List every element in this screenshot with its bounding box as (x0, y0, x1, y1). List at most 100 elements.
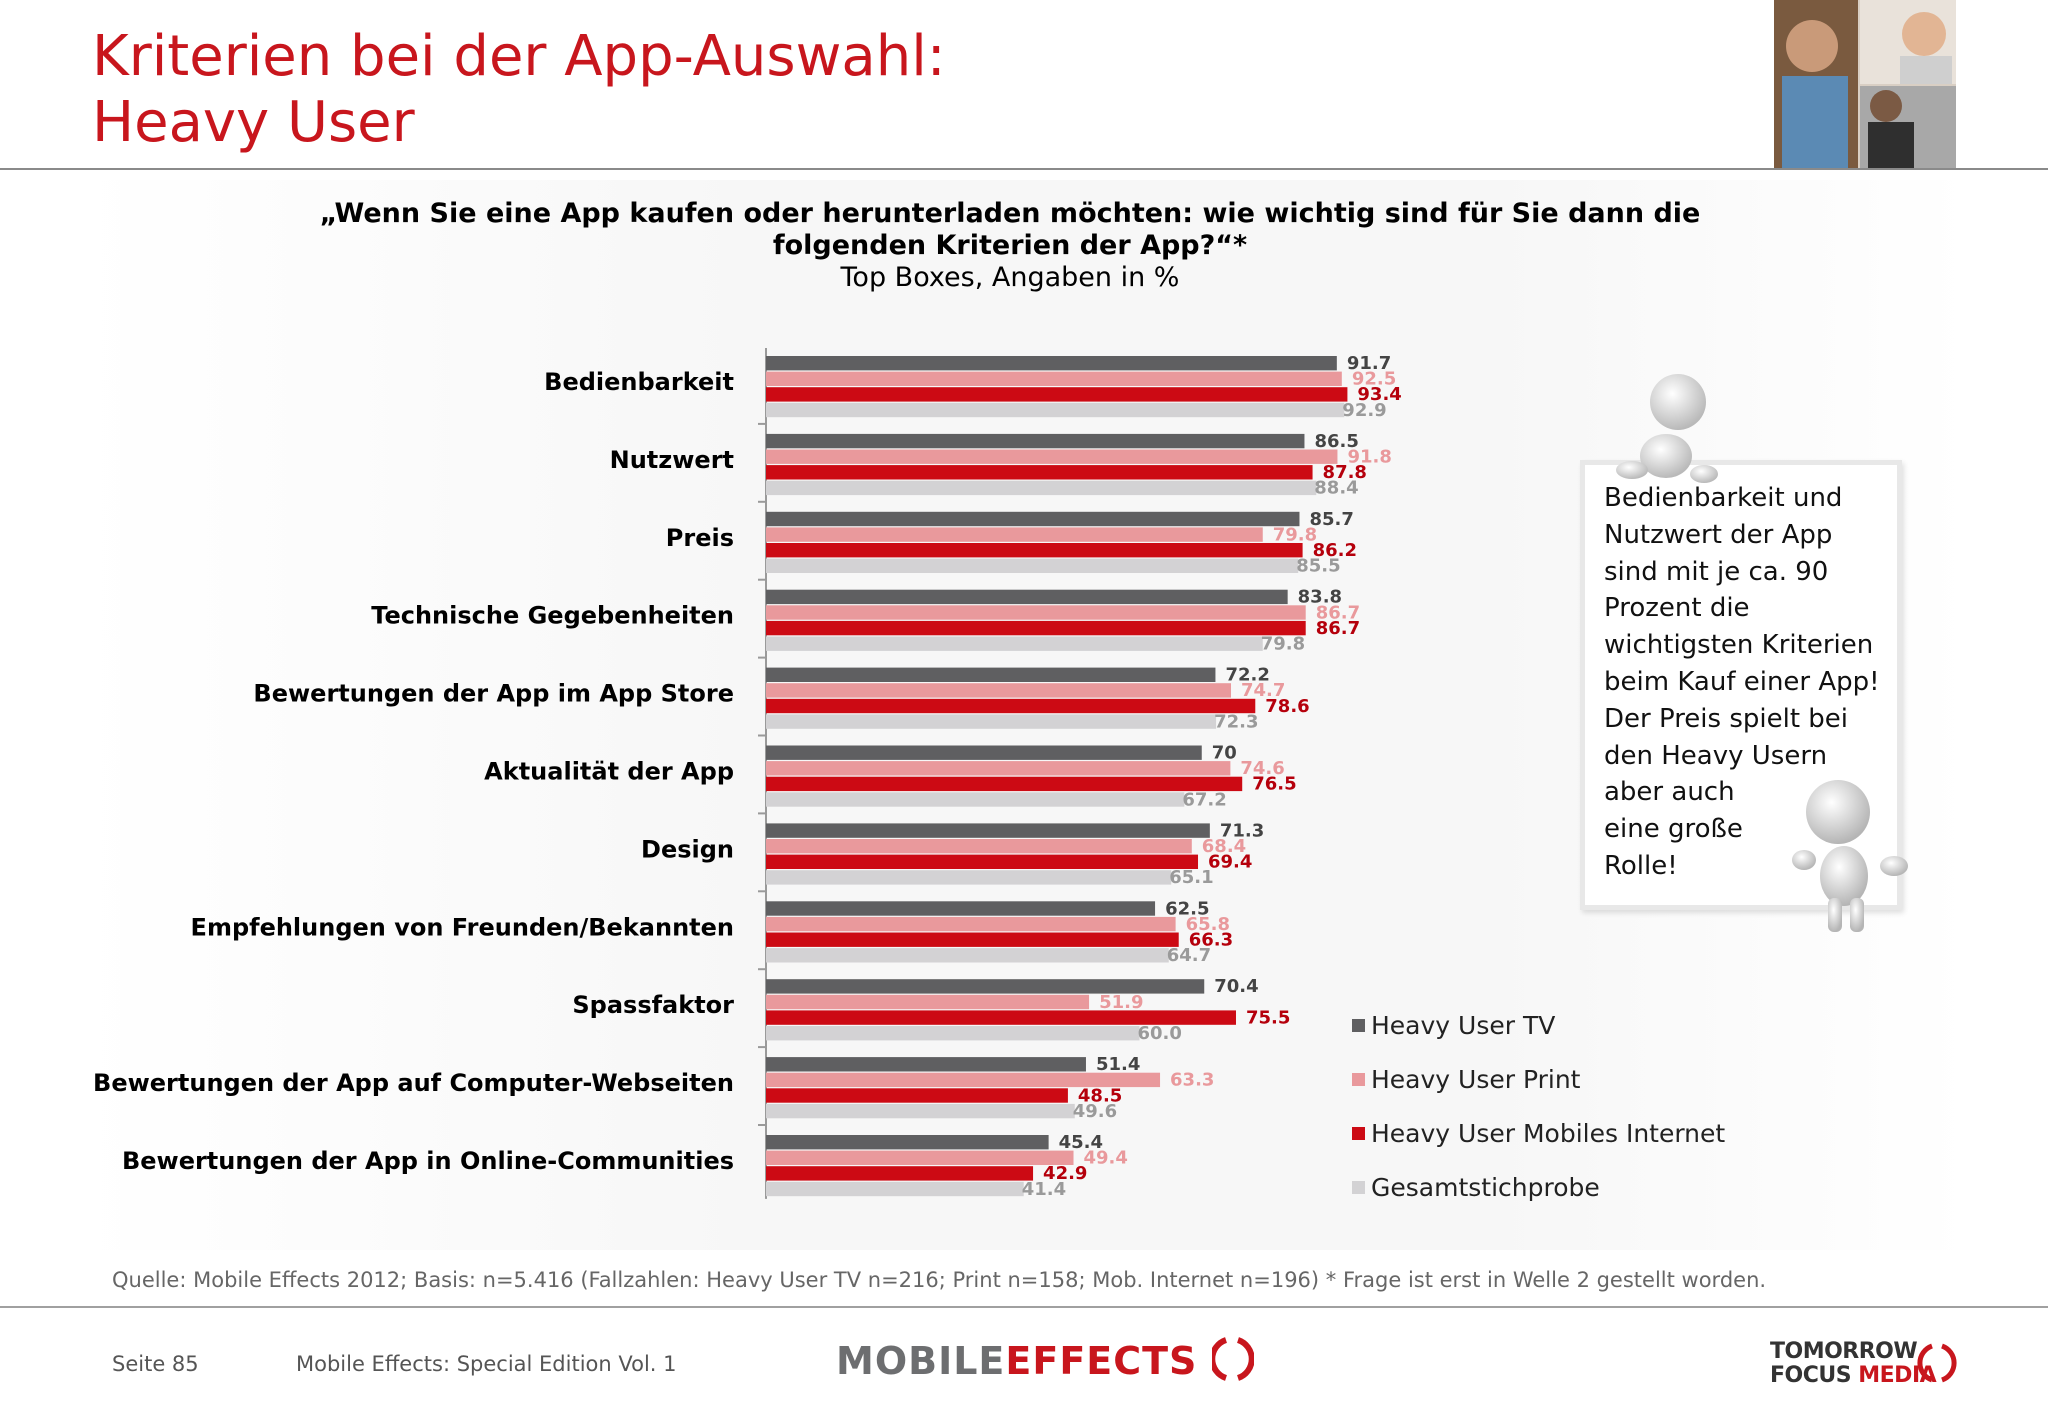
legend-item-print: Heavy User Print (1352, 1052, 1725, 1106)
page-title: Kriterien bei der App-Auswahl: Heavy Use… (92, 24, 946, 156)
callout-line: wichtigsten Kriterien (1604, 630, 1874, 661)
data-label: 85.7 (1309, 509, 1353, 530)
data-label: 66.3 (1189, 930, 1233, 951)
bar-print (766, 605, 1306, 620)
callout-line: Rolle! (1604, 850, 1678, 881)
logo-mobile-text: MOBILE (836, 1339, 1006, 1383)
edition-label: Mobile Effects: Special Edition Vol. 1 (296, 1352, 677, 1376)
category-label: Bedienbarkeit (544, 368, 734, 396)
category-label: Preis (666, 524, 734, 552)
legend-label-total: Gesamtstichprobe (1371, 1172, 1600, 1202)
bar-total (766, 870, 1172, 885)
callout-line: eine große (1604, 814, 1743, 845)
bar-mobile (766, 698, 1256, 714)
data-label: 85.5 (1296, 556, 1340, 577)
callout-line: den Heavy Usern (1604, 740, 1828, 771)
data-label: 71.3 (1220, 820, 1264, 841)
bar-mobile (766, 465, 1313, 480)
bar-tv (766, 433, 1305, 449)
category-label: Bewertungen der App in Online-Communitie… (122, 1147, 734, 1175)
bar-tv (766, 823, 1210, 838)
bar-tv (766, 979, 1205, 994)
bar-total (766, 636, 1263, 651)
bar-print (766, 839, 1192, 854)
data-label: 69.4 (1208, 852, 1252, 873)
data-label: 91.8 (1347, 447, 1391, 468)
chart-subtitle: Top Boxes, Angaben in % (840, 262, 1180, 293)
data-label: 41.4 (1022, 1179, 1066, 1200)
figure-climbing-icon (1616, 374, 1718, 483)
data-label: 48.5 (1078, 1085, 1122, 1106)
bar-total (766, 402, 1345, 418)
bar-tv (766, 589, 1288, 605)
callout-text: Bedienbarkeit und Nutzwert der App sind … (1604, 480, 1904, 885)
callout-line: Nutzwert der App (1604, 519, 1833, 550)
data-label: 63.3 (1170, 1070, 1214, 1091)
legend-label-print: Heavy User Print (1371, 1064, 1581, 1094)
data-label: 49.4 (1084, 1148, 1128, 1169)
data-label: 86.7 (1316, 602, 1360, 623)
bar-total (766, 1103, 1075, 1119)
bar-mobile (766, 620, 1306, 636)
bar-tv (766, 667, 1216, 682)
data-label: 88.4 (1314, 478, 1358, 499)
data-label: 51.9 (1099, 992, 1143, 1013)
chart-question-line2: folgenden Kriterien der App?“* (772, 230, 1248, 261)
bar-print (766, 994, 1090, 1010)
data-label: 42.9 (1043, 1163, 1087, 1184)
data-label: 65.1 (1169, 867, 1213, 888)
page-title-line2: Heavy User (92, 90, 415, 155)
legend-label-tv: Heavy User TV (1371, 1010, 1556, 1040)
legend-item-total: Gesamtstichprobe (1352, 1160, 1725, 1214)
data-label: 92.5 (1352, 369, 1396, 390)
bar-total (766, 558, 1299, 573)
category-label: Empfehlungen von Freunden/Bekannten (191, 913, 734, 941)
callout-line: beim Kauf einer App! (1604, 666, 1880, 697)
data-label: 92.9 (1342, 400, 1386, 421)
bar-mobile (766, 932, 1179, 947)
page-title-line1: Kriterien bei der App-Auswahl: (92, 24, 946, 89)
data-label: 74.7 (1241, 680, 1285, 701)
data-label: 91.7 (1347, 353, 1391, 374)
category-label: Spassfaktor (572, 991, 734, 1019)
bar-print (766, 761, 1231, 776)
data-label: 87.8 (1323, 462, 1367, 483)
legend-item-mobile: Heavy User Mobiles Internet (1352, 1106, 1725, 1160)
data-label: 72.3 (1214, 711, 1258, 732)
data-label: 76.5 (1252, 774, 1296, 795)
data-label: 79.8 (1261, 634, 1305, 655)
data-label: 86.2 (1313, 540, 1357, 561)
callout-line: Prozent die (1604, 593, 1750, 624)
bar-print (766, 1072, 1161, 1088)
mobile-effects-bracket-icon (1208, 1337, 1255, 1381)
data-label: 79.8 (1273, 524, 1317, 545)
chart-question-line1: „Wenn Sie eine App kaufen oder herunterl… (319, 198, 1701, 229)
data-label: 62.5 (1165, 898, 1209, 919)
category-label: Bewertungen der App auf Computer-Webseit… (93, 1069, 734, 1097)
mobile-effects-logo: MOBILEEFFECTS (836, 1336, 1255, 1383)
data-label: 78.6 (1265, 696, 1309, 717)
bar-tv (766, 745, 1202, 760)
figure-holding-sign-icon (1792, 780, 1908, 932)
logo-tfm-focus: FOCUS (1770, 1363, 1852, 1388)
logo-effects-text: EFFECTS (1005, 1339, 1198, 1383)
header-divider (0, 168, 2048, 170)
logo-tfm-line1: TOMORROW (1770, 1339, 1918, 1364)
legend-swatch-mobile (1352, 1126, 1365, 1140)
footer-divider (0, 1306, 2048, 1308)
chart-question: „Wenn Sie eine App kaufen oder herunterl… (240, 198, 1780, 294)
data-label: 86.7 (1316, 618, 1360, 639)
chart-legend: Heavy User TV Heavy User Print Heavy Use… (1352, 998, 1725, 1214)
data-label: 68.4 (1202, 836, 1246, 857)
bar-total (766, 948, 1169, 963)
bar-mobile (766, 543, 1303, 558)
legend-swatch-tv (1352, 1018, 1365, 1032)
page-number: Seite 85 (112, 1352, 199, 1376)
bar-print (766, 916, 1176, 932)
bar-total (766, 1181, 1024, 1197)
bar-tv (766, 1057, 1086, 1072)
data-label: 86.5 (1314, 431, 1358, 452)
bar-print (766, 527, 1263, 542)
bar-print (766, 683, 1232, 698)
